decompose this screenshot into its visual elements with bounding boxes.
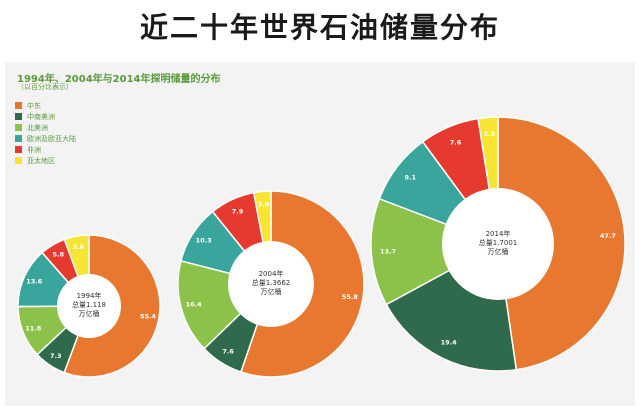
legend-swatch	[15, 157, 22, 164]
slice-value-label: 2.5	[484, 130, 496, 138]
legend-swatch	[15, 124, 22, 131]
donut-hole	[442, 188, 554, 300]
pie-year-label: 2014年	[486, 229, 511, 238]
legend-item-south-central-america: 中南美洲	[15, 111, 76, 122]
slice-value-label: 7.6	[222, 348, 234, 356]
legend-label: 北美洲	[27, 123, 48, 132]
slice-value-label: 3.0	[258, 200, 270, 208]
donut-hole	[57, 274, 121, 338]
slice-value-label: 10.3	[196, 237, 212, 245]
pie-total-label: 总量1.3662	[252, 278, 291, 287]
pie-total-label: 总量1.118	[72, 300, 106, 309]
donut-charts: 55.47.311.813.65.85.61994年总量1.118万亿桶55.8…	[17, 116, 626, 378]
donut-hole	[228, 241, 314, 327]
pie-total-label: 总量1.7001	[479, 238, 518, 247]
slice-value-label: 5.6	[73, 243, 85, 251]
slice-value-label: 7.6	[450, 138, 462, 146]
legend-item-asia-pacific: 亚太地区	[15, 155, 76, 166]
slice-value-label: 9.1	[405, 173, 417, 181]
pie-slice	[497, 116, 626, 371]
legend-item-europe-eurasia: 欧洲及欧亚大陆	[15, 133, 76, 144]
legend-swatch	[15, 113, 22, 120]
pie-year-label: 2004年	[259, 269, 284, 278]
slice-value-label: 7.3	[50, 352, 62, 360]
legend-item-africa: 非洲	[15, 144, 76, 155]
slice-value-label: 13.7	[380, 247, 396, 255]
chart-title: 1994年、2004年与2014年探明储量的分布	[17, 74, 221, 85]
pie-unit-label: 万亿桶	[261, 287, 282, 296]
slice-value-label: 55.4	[140, 313, 157, 321]
legend-swatch	[15, 146, 22, 153]
legend-swatch	[15, 102, 22, 109]
pie-slice	[370, 197, 500, 306]
slice-value-label: 5.8	[53, 251, 65, 259]
slice-value-label: 19.4	[441, 339, 458, 347]
pie-unit-label: 万亿桶	[79, 309, 100, 318]
legend-label: 中东	[27, 101, 41, 110]
slice-value-label: 7.9	[232, 207, 244, 215]
slice-value-label: 55.8	[342, 293, 359, 301]
chart-panel: 1994年、2004年与2014年探明储量的分布 （以百分比表示） 中东 中南美…	[5, 62, 635, 406]
legend-item-middle-east: 中东	[15, 100, 76, 111]
slice-value-label: 16.4	[186, 300, 203, 308]
chart-legend: 中东 中南美洲 北美洲 欧洲及欧亚大陆 非洲 亚太地区	[15, 100, 76, 166]
legend-swatch	[15, 135, 22, 142]
legend-label: 中南美洲	[27, 112, 55, 121]
slice-value-label: 47.7	[600, 232, 616, 240]
pie-year-label: 1994年	[77, 291, 102, 300]
slide-title: 近二十年世界石油储量分布	[139, 11, 500, 44]
legend-label: 欧洲及欧亚大陆	[27, 134, 76, 143]
legend-label: 亚太地区	[27, 156, 55, 165]
slice-value-label: 13.6	[26, 278, 43, 286]
legend-item-north-america: 北美洲	[15, 122, 76, 133]
pie-unit-label: 万亿桶	[488, 247, 509, 256]
legend-label: 非洲	[27, 145, 41, 154]
slice-value-label: 11.8	[25, 324, 42, 332]
chart-subtitle: （以百分比表示）	[17, 83, 73, 91]
